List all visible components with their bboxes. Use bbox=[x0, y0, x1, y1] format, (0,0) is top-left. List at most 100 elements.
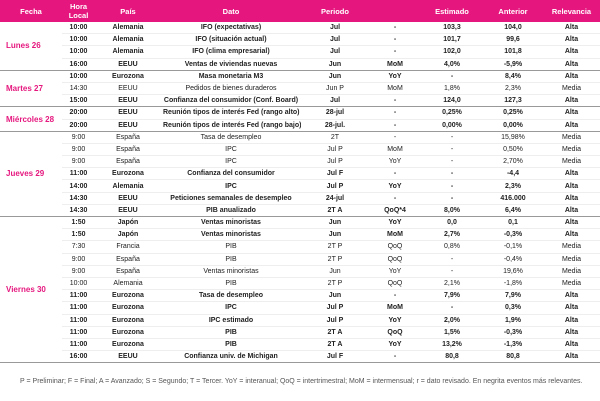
cell: - bbox=[421, 131, 483, 144]
cell: Jul P bbox=[301, 314, 369, 327]
cell: Eurozona bbox=[95, 314, 161, 327]
cell: 11:00 bbox=[62, 338, 95, 352]
cell: Alta bbox=[543, 289, 600, 303]
cell: IFO (expectativas) bbox=[161, 22, 301, 35]
cell: 2T bbox=[301, 131, 369, 144]
cell: QoQ bbox=[369, 277, 421, 291]
cell: -4,4 bbox=[483, 167, 543, 181]
cell: -0,3% bbox=[483, 228, 543, 242]
cell: 80,8 bbox=[421, 350, 483, 364]
cell: IPC estimado bbox=[161, 314, 301, 327]
cell: EEUU bbox=[95, 58, 161, 71]
cell: 99,6 bbox=[483, 33, 543, 47]
cell: - bbox=[421, 70, 483, 83]
cell: - bbox=[421, 143, 483, 157]
cell: 2T A bbox=[301, 326, 369, 339]
cell: 0,25% bbox=[421, 106, 483, 120]
event-row: 15:00 EEUU Confianza del consumidor (Conf.… bbox=[0, 94, 600, 108]
cell: YoY bbox=[369, 338, 421, 352]
event-row: 11:00 Eurozona PIB 2T A QoQ 1,5% -0,3% Alta bbox=[0, 326, 600, 339]
cell: 2T A bbox=[301, 204, 369, 218]
cell: 2,7% bbox=[421, 228, 483, 242]
cell: Peticiones semanales de desempleo bbox=[161, 192, 301, 205]
cell: Reunión tipos de interés Fed (rango alto… bbox=[161, 106, 301, 120]
cell: 20:00 bbox=[62, 106, 95, 120]
cell: España bbox=[95, 155, 161, 169]
cell: YoY bbox=[369, 155, 421, 169]
cell: Jun P bbox=[301, 82, 369, 96]
event-row: 11:00 Eurozona Tasa de desempleo Jun -7,9% 7,… bbox=[0, 289, 600, 303]
cell: Reunión tipos de interés Fed (rango bajo… bbox=[161, 119, 301, 132]
cell: Alta bbox=[543, 94, 600, 108]
cell: 14:00 bbox=[62, 179, 95, 193]
cell: Ventas minoristas bbox=[161, 228, 301, 242]
cell: Jul bbox=[301, 94, 369, 108]
cell: Alta bbox=[543, 228, 600, 242]
cell: Alta bbox=[543, 33, 600, 47]
cell: - bbox=[369, 289, 421, 303]
cell: - bbox=[421, 301, 483, 315]
cell: Confianza del consumidor bbox=[161, 167, 301, 181]
cell: 0,25% bbox=[483, 106, 543, 120]
column-header: Fecha bbox=[0, 0, 62, 22]
cell: - bbox=[369, 131, 421, 144]
cell: 0,3% bbox=[483, 301, 543, 315]
cell: Jul bbox=[301, 22, 369, 35]
cell: Jul P bbox=[301, 179, 369, 193]
cell: - bbox=[421, 265, 483, 278]
cell: Jun bbox=[301, 228, 369, 242]
cell: YoY bbox=[369, 70, 421, 83]
event-row: Viernes 30 1:50 Japón Ventas minoristas Jun Y… bbox=[0, 216, 600, 364]
cell: 103,3 bbox=[421, 22, 483, 35]
cell: EEUU bbox=[95, 82, 161, 96]
event-row: 20:00 EEUU Reunión tipos de interés Fed (r… bbox=[0, 119, 600, 132]
cell: 13,2% bbox=[421, 338, 483, 352]
cell: Alta bbox=[543, 22, 600, 35]
cell: Alta bbox=[543, 167, 600, 181]
event-row: 11:00 Eurozona IPC estimado Jul P YoY 2,0% 1,9… bbox=[0, 314, 600, 327]
cell: 2T A bbox=[301, 338, 369, 352]
cell: 8,0% bbox=[421, 204, 483, 218]
cell: Media bbox=[543, 253, 600, 266]
cell: 1,5% bbox=[421, 326, 483, 339]
event-row: 10:00 Alemania PIB 2T P QoQ 2,1% -1,8% Media bbox=[0, 277, 600, 291]
cell: EEUU bbox=[95, 106, 161, 120]
cell: IPC bbox=[161, 143, 301, 157]
cell: 1:50 bbox=[62, 228, 95, 242]
cell: 10:00 bbox=[62, 277, 95, 291]
cell: 127,3 bbox=[483, 94, 543, 108]
cell: Japón bbox=[95, 228, 161, 242]
event-row: 1:50 Japón Ventas minoristas Jun MoM 2,7% -0,3… bbox=[0, 228, 600, 242]
event-row: 9:00 España Ventas minoristas Jun YoY -19,6% M… bbox=[0, 265, 600, 278]
column-header bbox=[369, 0, 421, 22]
cell: Media bbox=[543, 143, 600, 157]
cell: 10:00 bbox=[62, 33, 95, 47]
cell: PIB bbox=[161, 326, 301, 339]
cell: -5,9% bbox=[483, 58, 543, 71]
event-row: 14:30 EEUU Pedidos de bienes duraderos Jun … bbox=[0, 82, 600, 96]
cell: 9:00 bbox=[62, 253, 95, 266]
event-row: 14:30 EEUU Peticiones semanales de desempl… bbox=[0, 192, 600, 205]
cell: 28-jul. bbox=[301, 119, 369, 132]
column-header: Anterior bbox=[483, 0, 543, 22]
cell: 9:00 bbox=[62, 265, 95, 278]
event-row: 9:00 España IPC Jul P YoY -2,70% Media bbox=[0, 155, 600, 169]
cell: QoQ bbox=[369, 326, 421, 339]
event-row: 16:00 EEUU Ventas de viviendas nuevas Jun Mo… bbox=[0, 58, 600, 71]
table-body: Lunes 26 10:00 Alemania IFO (expectativas) J… bbox=[0, 22, 600, 364]
cell: 1,8% bbox=[421, 82, 483, 96]
event-row: Martes 27 10:00 Eurozona Masa monetaria M3 J… bbox=[0, 70, 600, 108]
cell: Ventas de viviendas nuevas bbox=[161, 58, 301, 71]
cell: 104,0 bbox=[483, 22, 543, 35]
cell: Jul P bbox=[301, 143, 369, 157]
cell: Media bbox=[543, 131, 600, 144]
cell: - bbox=[421, 192, 483, 205]
day-label: Miércoles 28 bbox=[0, 106, 62, 132]
cell: IPC bbox=[161, 301, 301, 315]
cell: Jun bbox=[301, 265, 369, 278]
cell: 8,4% bbox=[483, 70, 543, 83]
cell: 7,9% bbox=[421, 289, 483, 303]
day-label: Jueves 29 bbox=[0, 131, 62, 218]
cell: IPC bbox=[161, 179, 301, 193]
cell: Japón bbox=[95, 216, 161, 230]
